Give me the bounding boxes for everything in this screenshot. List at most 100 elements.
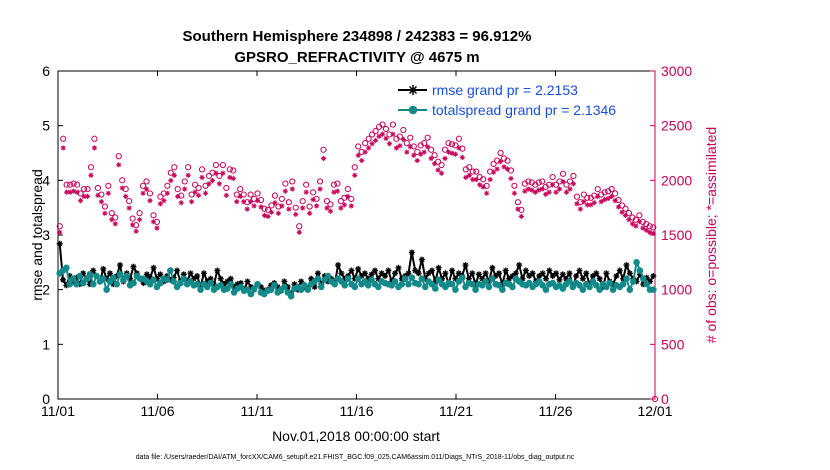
rmse-point (469, 270, 476, 277)
obs-assimilated-point (626, 217, 632, 223)
totalspread-point (217, 281, 224, 289)
totalspread-point (150, 276, 157, 284)
totalspread-point (297, 286, 305, 293)
plot-area (57, 70, 656, 400)
obs-assimilated-point (390, 131, 396, 137)
obs-assimilated-point (421, 149, 427, 155)
obs-possible-point (414, 148, 421, 156)
obs-assimilated-point (244, 206, 250, 212)
rmse-point (616, 267, 623, 274)
obs-assimilated-point (501, 164, 507, 170)
obs-possible-point (84, 185, 91, 193)
obs-possible-point (539, 178, 546, 185)
totalspread-point (586, 283, 593, 291)
totalspread-point (116, 271, 124, 278)
totalspread-point (596, 286, 603, 293)
obs-assimilated-point (317, 186, 323, 192)
obs-assimilated-point (487, 176, 493, 183)
obs-possible-point (396, 133, 403, 140)
obs-possible-point (455, 135, 462, 142)
obs-possible-point (369, 131, 376, 138)
obs-assimilated-point (230, 175, 236, 182)
totalspread-point (452, 286, 459, 293)
data-file-footer: data file: /Users/raeder/DAI/ATM_forcXX/… (136, 454, 575, 461)
obs-assimilated-point (300, 205, 306, 211)
obs-assimilated-point (466, 172, 472, 178)
obs-assimilated-point (400, 136, 406, 143)
totalspread-point (331, 280, 338, 288)
obs-assimilated-point (189, 199, 195, 205)
totalspread-point (398, 280, 406, 288)
obs-assimilated-point (77, 198, 84, 204)
totalspread-point (79, 279, 87, 287)
obs-possible-point (625, 210, 633, 217)
obs-possible-point (355, 143, 362, 150)
obs-assimilated-point (154, 225, 160, 231)
obs-possible-point (518, 206, 525, 213)
y-right-tick-label: 2500 (661, 118, 692, 134)
obs-possible-point (254, 190, 261, 197)
obs-assimilated-point (98, 199, 104, 205)
obs-possible-point (91, 135, 98, 142)
obs-assimilated-point (286, 206, 292, 212)
rmse-point (428, 267, 435, 274)
obs-assimilated-point (112, 221, 118, 227)
obs-possible-point (594, 185, 601, 193)
totalspread-point (99, 275, 107, 283)
rmse-point (596, 275, 603, 282)
legend-spread-marker (408, 105, 418, 115)
rmse-point (475, 271, 482, 278)
obs-assimilated-point (435, 167, 441, 173)
totalspread-point (636, 267, 644, 274)
obs-possible-point (584, 194, 591, 201)
obs-possible-point (289, 178, 296, 185)
x-tick-label: 12/01 (637, 403, 672, 419)
obs-assimilated-point (289, 186, 295, 192)
y-right-tick-label: 500 (661, 336, 685, 352)
totalspread-point (576, 281, 583, 289)
obs-possible-point (466, 164, 473, 171)
obs-assimilated-point (57, 229, 63, 235)
obs-possible-point (174, 185, 181, 193)
obs-possible-point (431, 152, 438, 159)
obs-possible-point (421, 140, 428, 147)
tick-labels: 11/01 11/06 11/11 11/16 11/21 11/26 12/0101234… (41, 63, 692, 419)
obs-assimilated-point (195, 192, 202, 198)
totalspread-point (227, 280, 235, 288)
legend-rmse-label: rmse grand pr = 2.2153 (432, 82, 578, 98)
obs-possible-point (240, 191, 247, 198)
rmse-point (573, 273, 580, 279)
totalspread-point (197, 286, 204, 293)
totalspread-point (250, 285, 258, 292)
obs-assimilated-point (105, 190, 111, 196)
obs-assimilated-point (213, 170, 219, 176)
obs-assimilated-point (588, 202, 594, 208)
obs-possible-point (77, 190, 84, 197)
obs-possible-point (271, 192, 279, 199)
obs-possible-point (167, 169, 174, 176)
rmse-point (382, 273, 389, 279)
obs-possible-point (292, 204, 299, 211)
obs-assimilated-point (185, 172, 191, 178)
rmse-point (435, 264, 442, 271)
rmse-point (462, 262, 469, 269)
obs-possible-point (379, 121, 386, 128)
obs-assimilated-point (369, 141, 375, 147)
rmse-point (335, 262, 342, 269)
obs-possible-point (278, 195, 285, 203)
totalspread-point (83, 275, 90, 283)
obs-possible-point (407, 134, 414, 141)
obs-assimilated-point (202, 190, 209, 196)
obs-possible-point (410, 143, 417, 150)
rmse-point (529, 270, 536, 277)
obs-assimilated-point (643, 227, 649, 233)
obs-assimilated-point (126, 205, 132, 211)
obs-possible-point (615, 196, 622, 204)
obs-assimilated-point (650, 230, 656, 236)
obs-assimilated-point (102, 210, 108, 216)
obs-possible-point (651, 395, 659, 403)
rmse-point (646, 278, 653, 285)
obs-assimilated-point (296, 229, 302, 235)
totalspread-point (177, 279, 184, 287)
rmse-point (556, 276, 563, 283)
